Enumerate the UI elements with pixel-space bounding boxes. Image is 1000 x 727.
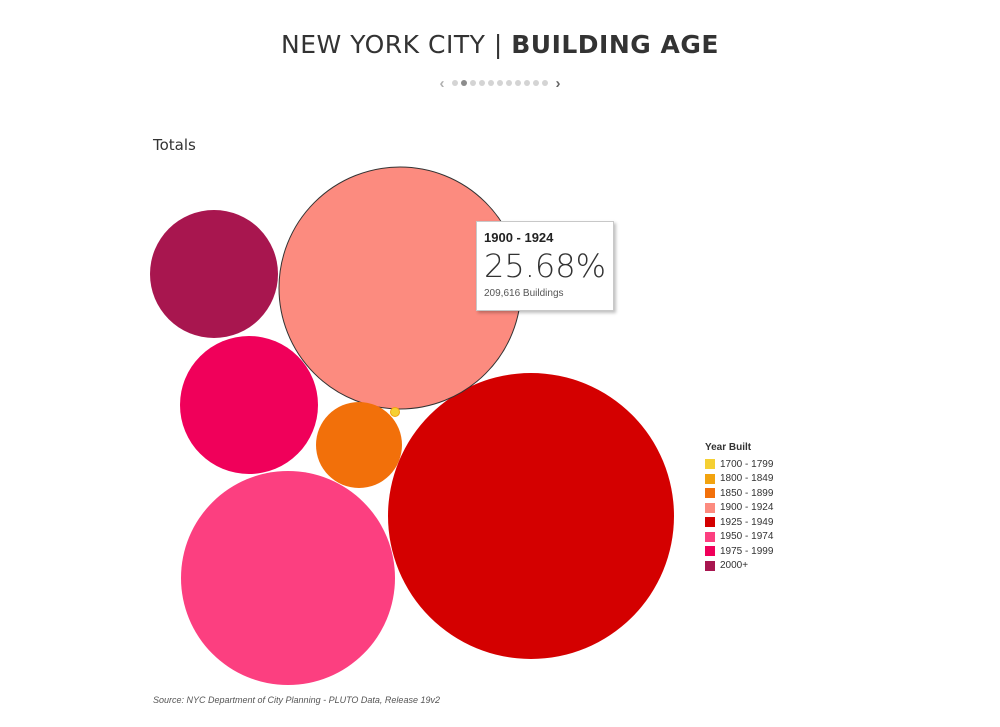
- pager-dot[interactable]: [452, 80, 458, 86]
- legend-swatch: [705, 546, 715, 557]
- page-title: NEW YORK CITY | BUILDING AGE: [0, 30, 1000, 59]
- pager-dot[interactable]: [515, 80, 521, 86]
- legend: Year Built 1700 - 1799 1800 - 1849 1850 - …: [705, 442, 773, 573]
- bubble-1925-1949[interactable]: [388, 373, 674, 659]
- legend-swatch: [705, 517, 715, 528]
- pager-dot[interactable]: [479, 80, 485, 86]
- legend-items: 1700 - 1799 1800 - 1849 1850 - 1899 1900 - …: [705, 457, 773, 573]
- pager-dot[interactable]: [461, 80, 467, 86]
- tooltip-percent: 25.68%: [484, 247, 607, 285]
- legend-title: Year Built: [705, 442, 752, 453]
- pager-dot[interactable]: [497, 80, 503, 86]
- legend-swatch: [705, 459, 715, 470]
- pager-dot[interactable]: [470, 80, 476, 86]
- pager-dots: [452, 80, 548, 86]
- legend-swatch: [705, 473, 715, 484]
- pager-dot[interactable]: [533, 80, 539, 86]
- source-note: Source: NYC Department of City Planning …: [153, 695, 440, 705]
- legend-item[interactable]: 1950 - 1974: [705, 530, 773, 545]
- legend-item[interactable]: 1850 - 1899: [705, 486, 773, 501]
- bubble-1700-1799[interactable]: [391, 408, 399, 416]
- legend-label: 1800 - 1849: [720, 473, 774, 485]
- bubble-1950-1974[interactable]: [181, 471, 395, 685]
- legend-swatch: [705, 502, 715, 513]
- bubble-1975-1999[interactable]: [180, 336, 318, 474]
- chevron-right-icon[interactable]: ›: [555, 74, 561, 92]
- legend-item[interactable]: 1700 - 1799: [705, 457, 773, 472]
- title-bold: BUILDING AGE: [511, 30, 719, 59]
- pager-dot[interactable]: [488, 80, 494, 86]
- chevron-left-icon[interactable]: ‹: [439, 74, 445, 92]
- legend-item[interactable]: 2000+: [705, 559, 773, 574]
- pager-dot[interactable]: [506, 80, 512, 86]
- pager-dot[interactable]: [542, 80, 548, 86]
- bubble-1850-1899[interactable]: [316, 402, 402, 488]
- legend-swatch: [705, 531, 715, 542]
- legend-item[interactable]: 1925 - 1949: [705, 515, 773, 530]
- tooltip-range: 1900 - 1924: [484, 230, 554, 245]
- legend-swatch: [705, 560, 715, 571]
- pager-dot[interactable]: [524, 80, 530, 86]
- legend-label: 1925 - 1949: [720, 516, 774, 528]
- legend-label: 1950 - 1974: [720, 531, 774, 543]
- legend-label: 1850 - 1899: [720, 487, 774, 499]
- title-main: NEW YORK CITY: [281, 30, 486, 59]
- tooltip-count: 209,616 Buildings: [484, 288, 564, 299]
- story-pager: ‹ ›: [0, 74, 1000, 92]
- bubble-2000+[interactable]: [150, 210, 278, 338]
- legend-label: 1700 - 1799: [720, 458, 774, 470]
- legend-swatch: [705, 488, 715, 499]
- legend-item[interactable]: 1900 - 1924: [705, 501, 773, 516]
- legend-label: 1900 - 1924: [720, 502, 774, 514]
- legend-item[interactable]: 1975 - 1999: [705, 544, 773, 559]
- tooltip: 1900 - 1924 25.68% 209,616 Buildings: [476, 221, 614, 311]
- title-separator: |: [493, 30, 503, 59]
- legend-item[interactable]: 1800 - 1849: [705, 472, 773, 487]
- section-label: Totals: [153, 136, 196, 154]
- legend-label: 1975 - 1999: [720, 545, 774, 557]
- legend-label: 2000+: [720, 560, 749, 572]
